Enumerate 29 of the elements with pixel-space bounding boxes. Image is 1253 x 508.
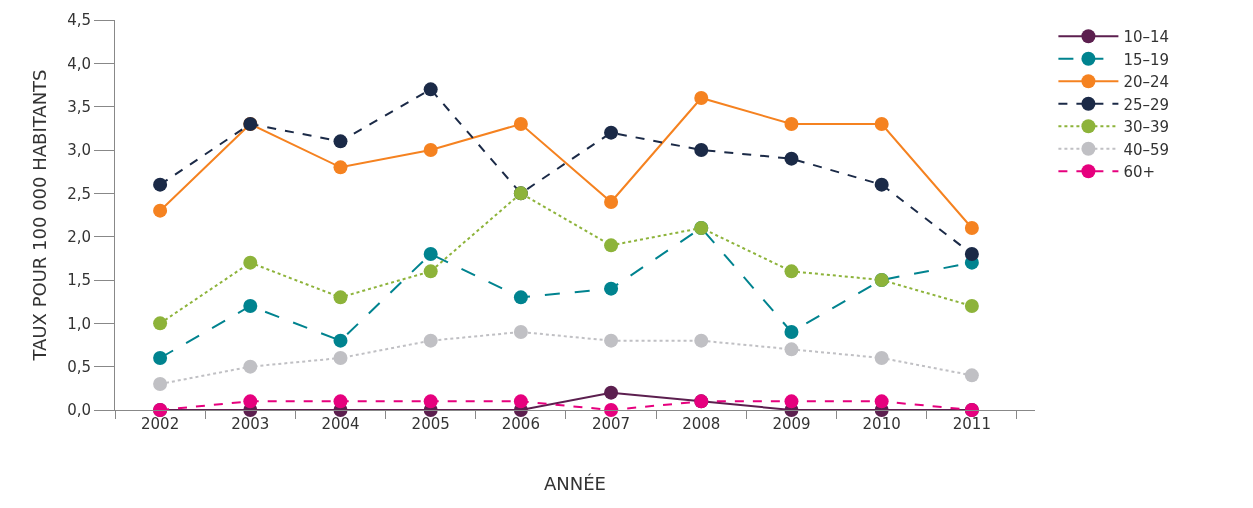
legend-label: 20–24 (1123, 73, 1170, 92)
x-tick-label: 2005 (411, 415, 450, 433)
x-tick-label: 2009 (772, 415, 811, 433)
legend-label: 25–29 (1123, 95, 1170, 114)
y-tick-label: 4,5 (67, 11, 91, 30)
x-tick-label: 2008 (682, 415, 721, 433)
y-tick-label: 4,0 (67, 54, 91, 73)
x-tick-label: 2007 (591, 415, 631, 433)
legend-label: 30–39 (1123, 118, 1170, 137)
y-tick-label: 1,0 (67, 314, 91, 333)
legend-label: 10–14 (1123, 28, 1170, 47)
x-tick-label: 2003 (231, 415, 270, 433)
x-tick-label: 2002 (141, 415, 180, 433)
y-tick-label: 0,0 (67, 401, 91, 420)
legend-label: 15–19 (1123, 50, 1170, 69)
x-tick-label: 2010 (862, 415, 901, 433)
y-tick-label: 3,5 (67, 97, 91, 116)
x-tick-label: 2004 (321, 415, 360, 433)
legend-label: 60+ (1123, 163, 1156, 182)
y-tick-label: 0,5 (67, 357, 91, 376)
y-tick-label: 1,5 (67, 271, 91, 290)
y-tick-label: 2,5 (67, 184, 91, 203)
x-tick-label: 2011 (952, 415, 991, 433)
y-tick-label: 2,0 (67, 227, 91, 246)
legend-label: 40–59 (1123, 140, 1170, 159)
y-tick-label: 3,0 (67, 141, 91, 160)
x-tick-label: 2006 (501, 415, 540, 433)
y-axis-title: TAUX POUR 100 000 HABITANTS (29, 69, 51, 362)
x-axis-title: ANNÉE (544, 473, 606, 495)
